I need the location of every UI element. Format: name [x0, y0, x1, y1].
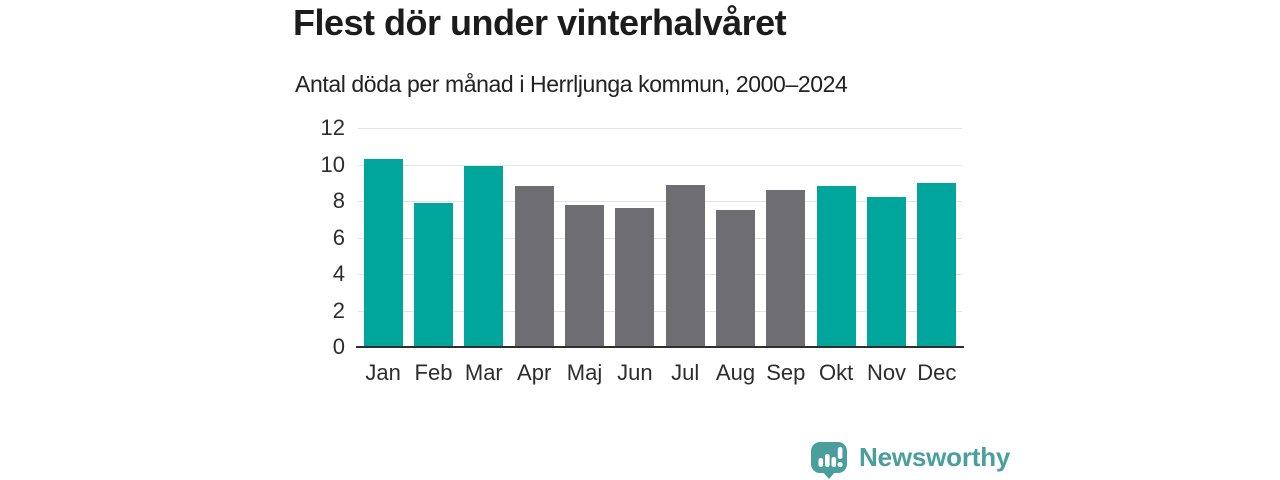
x-tick-label-sep: Sep — [766, 360, 806, 385]
bar-maj — [565, 204, 604, 347]
bar-aug — [716, 210, 755, 347]
gridline-y4 — [358, 274, 962, 275]
bar-jan — [363, 159, 403, 347]
chart-title: Flest dör under vinterhalvåret — [293, 2, 787, 43]
bar-dec — [917, 182, 957, 347]
y-tick-label: 0 — [332, 334, 345, 359]
newsworthy-logo-icon — [811, 442, 847, 479]
y-tick-label: 12 — [320, 115, 345, 140]
x-tick-label-apr: Apr — [517, 360, 552, 385]
x-tick-label-maj: Maj — [566, 360, 603, 385]
bar-apr — [514, 186, 554, 347]
x-tick-label-okt: Okt — [819, 360, 854, 385]
x-tick-label-jun: Jun — [617, 360, 653, 385]
y-tick-label: 6 — [332, 224, 345, 250]
gridline-y2 — [358, 310, 962, 312]
bar-jul — [665, 184, 705, 347]
bar-okt — [816, 186, 856, 347]
x-tick-label-jul: Jul — [671, 360, 700, 385]
bar-sep — [766, 190, 806, 347]
newsworthy-logo-text: Newsworthy — [859, 442, 1011, 472]
x-tick-label-aug: Aug — [715, 360, 756, 385]
newsworthy-logo: Newsworthy — [810, 440, 1010, 480]
x-tick-label-feb: Feb — [414, 360, 453, 385]
x-tick-label-mar: Mar — [464, 360, 503, 385]
gridline-y8 — [358, 201, 962, 202]
y-tick-label: 4 — [332, 261, 345, 286]
x-tick-label-dec: Dec — [917, 360, 957, 385]
bar-jun — [615, 208, 655, 347]
chart-subtitle: Antal döda per månad i Herrljunga kommun… — [295, 71, 848, 97]
bar-nov — [867, 197, 906, 347]
bar-feb — [414, 202, 453, 347]
x-tick-label-jan: Jan — [365, 360, 401, 385]
y-tick-label: 2 — [332, 297, 345, 323]
gridline-y10 — [358, 164, 962, 166]
gridline-y12 — [358, 128, 962, 129]
x-tick-label-nov: Nov — [866, 360, 907, 385]
bar-mar — [464, 166, 504, 347]
gridline-y6 — [358, 237, 962, 239]
x-axis-baseline — [356, 346, 964, 348]
y-tick-label: 10 — [320, 151, 345, 177]
y-tick-label: 8 — [332, 188, 345, 213]
